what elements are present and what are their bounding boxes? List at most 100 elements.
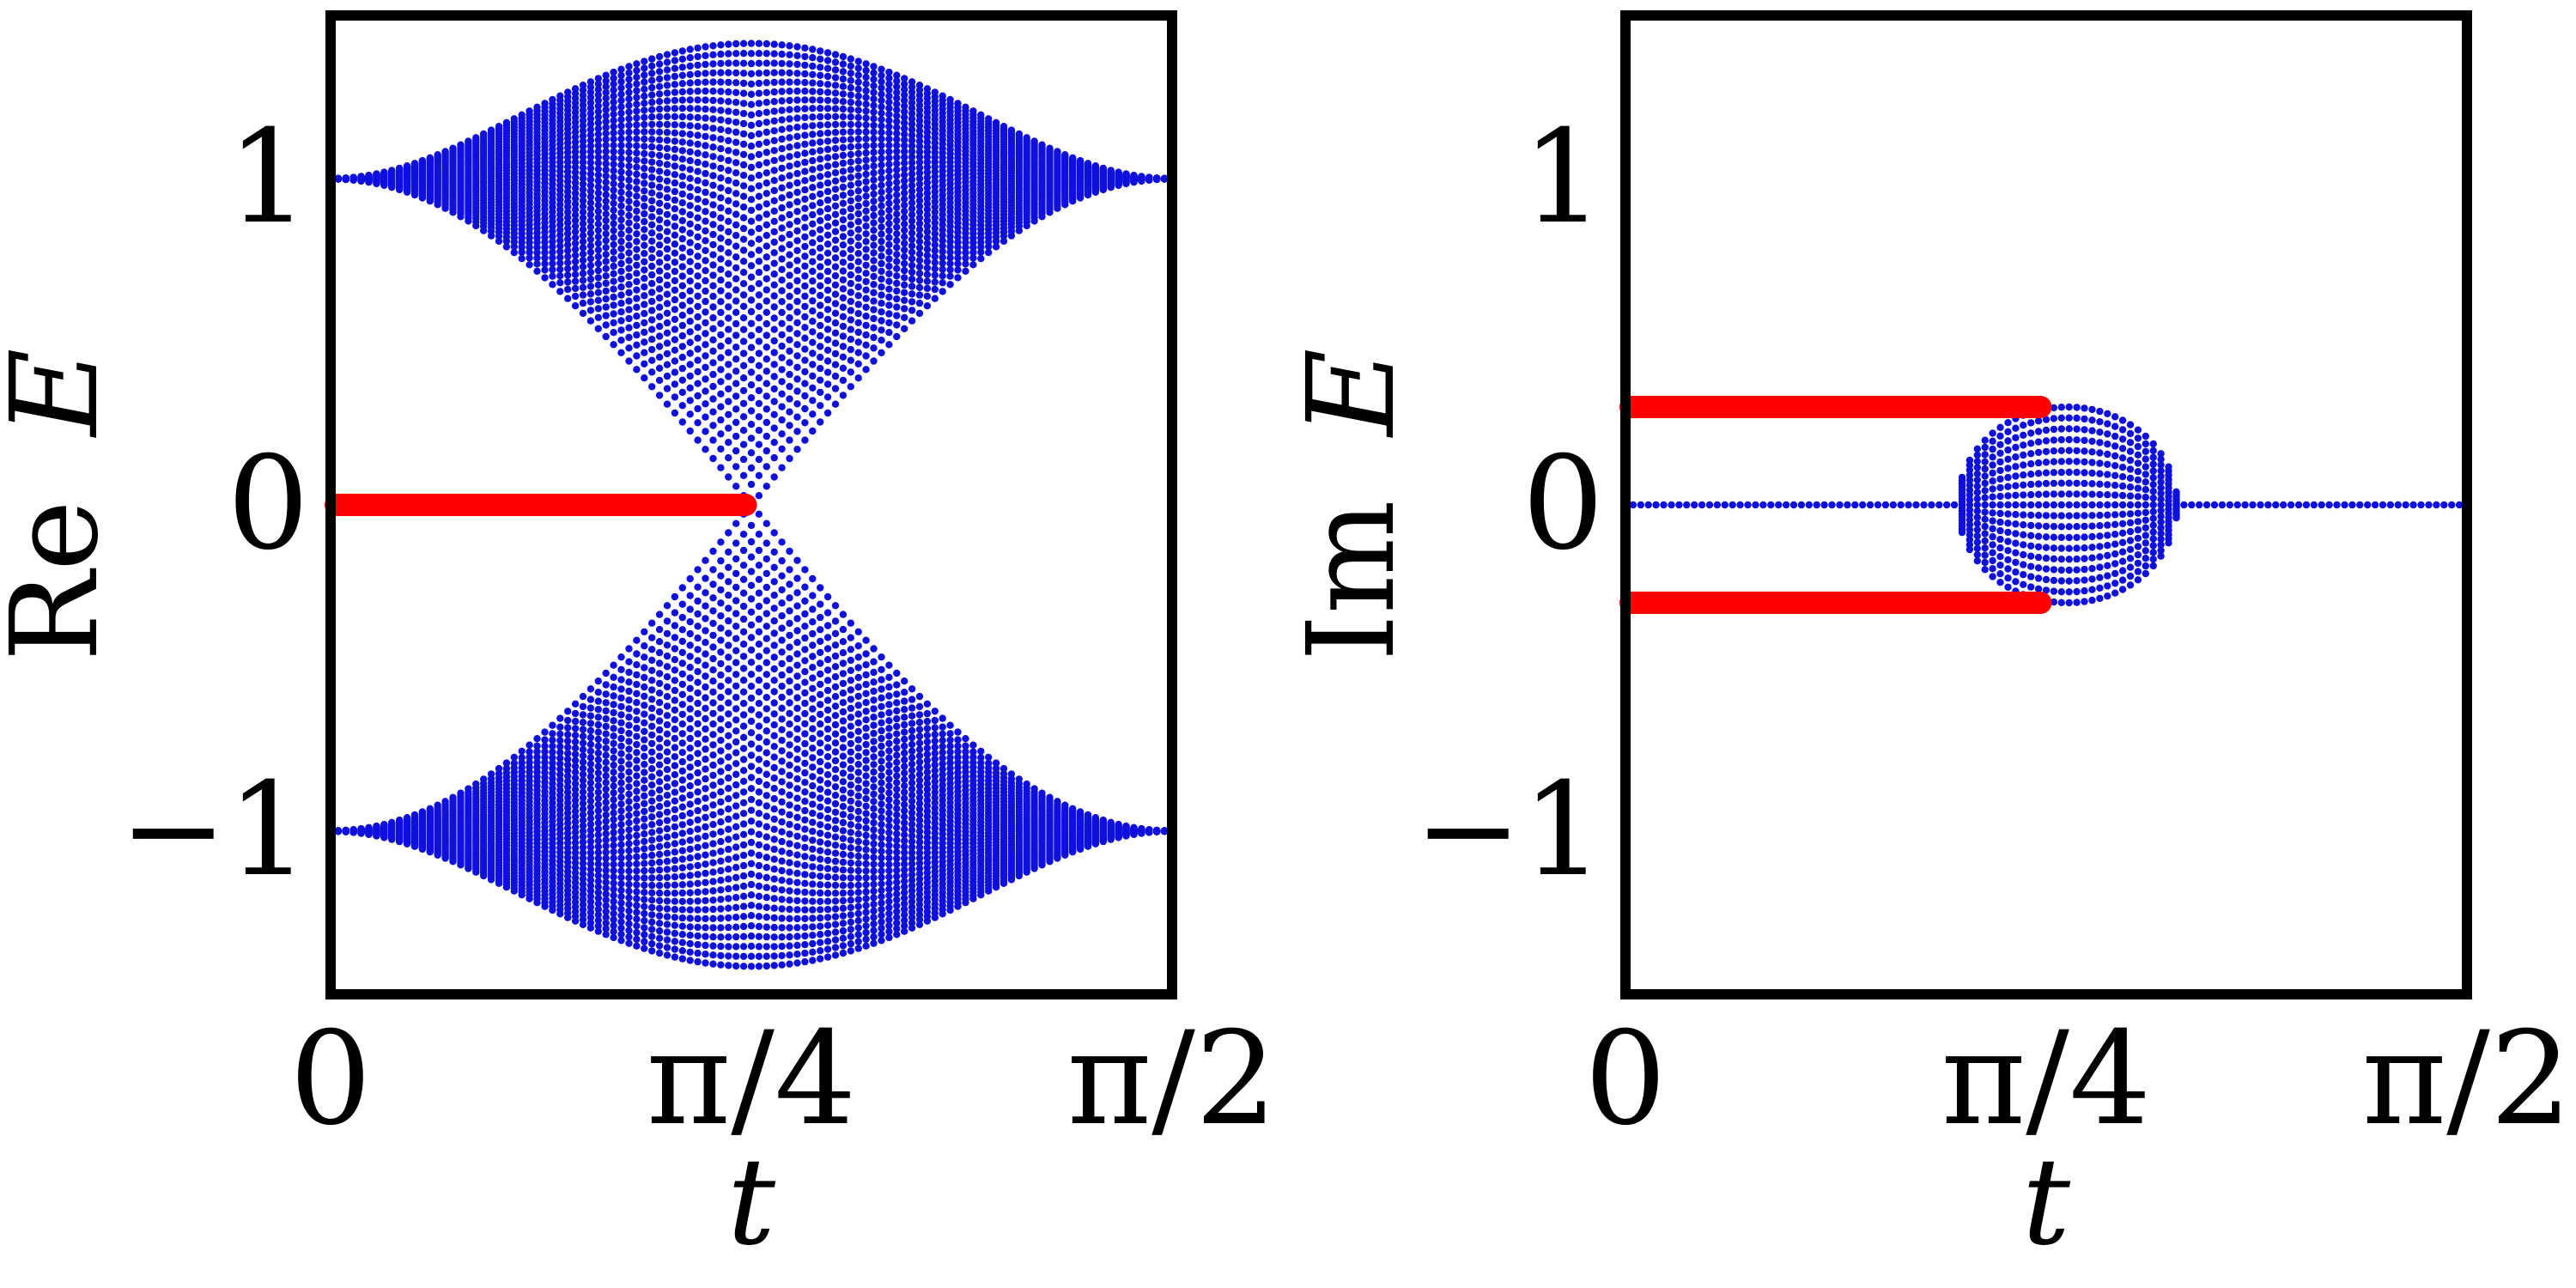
data-point — [778, 403, 786, 410]
data-point — [762, 647, 770, 654]
data-point — [655, 376, 664, 385]
data-point — [801, 699, 809, 708]
data-point — [663, 74, 671, 82]
data-point — [762, 738, 770, 746]
data-point — [633, 253, 641, 261]
data-point — [725, 238, 732, 246]
data-point — [625, 811, 633, 820]
data-point — [678, 889, 686, 897]
data-point — [778, 737, 786, 744]
data-point — [793, 860, 801, 868]
data-point — [579, 244, 587, 252]
data-point — [694, 861, 702, 870]
data-point — [793, 217, 801, 225]
data-point — [648, 939, 656, 948]
data-point — [755, 963, 763, 970]
data-point — [770, 373, 778, 380]
data-point — [526, 107, 533, 115]
data-point — [663, 641, 671, 649]
data-point — [671, 162, 679, 170]
data-point — [747, 355, 756, 364]
data-point — [678, 897, 686, 906]
data-point — [671, 154, 679, 161]
data-point — [793, 413, 801, 421]
data-point — [801, 689, 809, 697]
data-point — [655, 866, 664, 874]
data-point — [739, 575, 748, 583]
data-point — [633, 680, 641, 689]
data-point — [793, 169, 801, 178]
data-point — [617, 873, 625, 881]
data-point — [747, 251, 756, 258]
data-point — [671, 214, 679, 222]
data-point — [678, 710, 686, 719]
data-point — [702, 785, 709, 793]
data-point — [739, 258, 748, 265]
data-point — [357, 829, 365, 837]
data-point — [747, 163, 756, 172]
data-point — [655, 827, 664, 835]
data-point — [357, 173, 365, 180]
data-point — [732, 463, 740, 471]
data-point — [778, 116, 786, 124]
data-point — [686, 828, 694, 835]
data-point — [778, 366, 786, 374]
data-point — [571, 744, 580, 752]
data-point — [786, 942, 793, 950]
data-point — [602, 172, 610, 180]
data-point — [686, 427, 694, 435]
data-point — [625, 775, 633, 783]
data-point — [663, 137, 671, 144]
data-point — [633, 650, 641, 658]
data-point — [641, 301, 648, 308]
data-point — [747, 100, 756, 108]
data-point — [648, 262, 656, 270]
data-point — [786, 422, 793, 429]
data-point — [778, 924, 786, 932]
data-point — [702, 694, 709, 702]
data-point — [778, 778, 786, 786]
data-point — [762, 253, 770, 261]
data-point — [686, 410, 694, 418]
data-point — [648, 181, 656, 189]
data-point — [762, 569, 770, 578]
data-point — [778, 430, 786, 438]
data-point — [617, 841, 625, 848]
data-point — [732, 308, 740, 316]
data-point — [717, 194, 725, 202]
data-point — [762, 118, 770, 126]
data-point — [793, 105, 801, 113]
data-point — [786, 666, 793, 674]
data-point — [739, 902, 748, 910]
data-point — [778, 308, 786, 317]
data-point — [663, 339, 671, 347]
data-point — [702, 941, 709, 950]
data-point — [564, 271, 572, 279]
data-point — [678, 811, 686, 820]
data-point — [770, 825, 778, 833]
data-point — [648, 70, 656, 77]
data-point — [633, 690, 641, 697]
data-point — [633, 740, 641, 749]
data-point — [793, 639, 801, 647]
data-point — [770, 69, 778, 76]
data-point — [694, 759, 702, 768]
data-point — [610, 835, 617, 843]
data-point — [663, 129, 671, 137]
data-point — [625, 833, 633, 841]
data-point — [678, 105, 686, 112]
data-point — [625, 241, 633, 249]
data-point — [694, 223, 702, 231]
data-point — [671, 336, 679, 343]
data-point — [655, 216, 664, 224]
data-point — [518, 254, 526, 263]
data-point — [709, 654, 717, 663]
data-point — [778, 818, 786, 826]
data-point — [686, 791, 694, 799]
data-point — [762, 812, 770, 820]
data-point — [678, 829, 686, 837]
data-point — [586, 248, 595, 256]
data-point — [725, 529, 732, 537]
data-point — [678, 906, 686, 914]
data-point — [786, 172, 793, 179]
